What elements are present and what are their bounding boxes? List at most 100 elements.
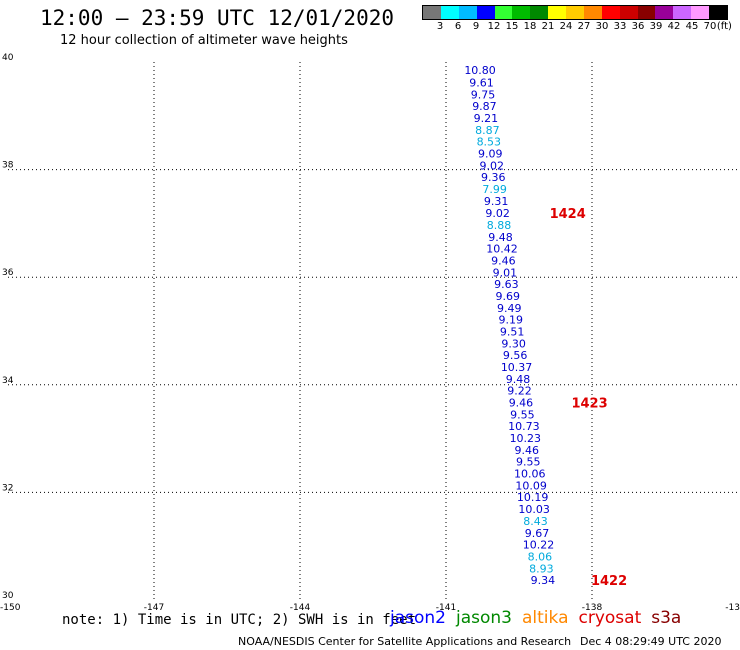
legend-item-altika: altika xyxy=(522,608,569,628)
latitude-tick-label: 30 xyxy=(2,591,14,601)
wave-height-value: 10.09 xyxy=(515,479,547,492)
wave-height-value: 9.02 xyxy=(485,207,510,220)
wave-height-value: 9.30 xyxy=(501,337,526,350)
latitude-tick-label: 32 xyxy=(2,483,13,493)
color-scale-label: 70 xyxy=(703,21,717,32)
generated-timestamp: Dec 4 08:29:49 UTC 2020 xyxy=(580,635,722,648)
wave-height-value: 9.55 xyxy=(510,408,535,421)
wave-height-value: 9.48 xyxy=(488,231,513,244)
longitude-tick-label: -144 xyxy=(290,603,311,610)
legend-item-cryosat: cryosat xyxy=(578,608,642,628)
color-swatch xyxy=(637,6,656,19)
latitude-tick-label: 38 xyxy=(2,161,14,171)
color-scale-label: 30 xyxy=(595,21,609,32)
wave-height-value: 8.53 xyxy=(477,136,502,149)
legend-item-s3a: s3a xyxy=(651,608,682,628)
wave-height-value: 9.46 xyxy=(491,255,516,268)
latitude-tick-label: 36 xyxy=(2,268,14,278)
footer-note: note: 1) Time is in UTC; 2) SWH is in fe… xyxy=(62,612,417,628)
wave-height-value: 9.56 xyxy=(503,349,528,362)
color-scale-label: 39 xyxy=(649,21,663,32)
color-swatch xyxy=(566,6,584,19)
wave-height-value: 9.34 xyxy=(531,574,556,587)
wave-height-value: 10.22 xyxy=(523,539,555,552)
credit-line: NOAA/NESDIS Center for Satellite Applica… xyxy=(238,635,572,648)
wave-height-value: 8.43 xyxy=(523,515,548,528)
color-scale-label: 12 xyxy=(487,21,501,32)
wave-height-value: 10.23 xyxy=(510,432,542,445)
color-swatch xyxy=(512,6,531,19)
wave-height-value: 8.87 xyxy=(475,124,500,137)
wave-height-value: 10.19 xyxy=(517,491,549,504)
longitude-tick-label: -138 xyxy=(582,603,603,610)
wave-height-value: 9.02 xyxy=(479,159,504,172)
wave-height-value: 9.75 xyxy=(471,88,496,101)
wave-height-value: 8.88 xyxy=(487,219,512,232)
longitude-tick-label: -141 xyxy=(436,603,456,610)
wave-height-value: 9.46 xyxy=(515,444,540,457)
wave-height-value: 9.55 xyxy=(516,456,541,469)
wave-height-value: 9.36 xyxy=(481,171,506,184)
color-swatch xyxy=(423,6,441,19)
longitude-tick-label: -13 xyxy=(725,603,740,610)
satellite-legend: jason2 jason3 altika cryosat s3a xyxy=(390,608,691,628)
legend-item-jason2: jason2 xyxy=(390,608,446,628)
color-scale-labels: 3 6 9 12 15 18 21 24 27 30 33 36 39 42 45 70 (ft) xyxy=(422,21,740,33)
color-scale-label: 18 xyxy=(523,21,537,32)
wave-height-value: 9.19 xyxy=(498,314,523,327)
color-scale-label: 6 xyxy=(454,21,462,32)
color-scale-label: 36 xyxy=(631,21,645,32)
wave-height-value: 9.21 xyxy=(474,112,499,125)
legend-item-jason3: jason3 xyxy=(456,608,512,628)
wave-height-map: 30 32 34 36 38 40 -150 -147 -144 -141 -138 -13 10.8… xyxy=(0,53,740,610)
color-scale-label: 9 xyxy=(472,21,480,32)
color-scale-label: (ft) xyxy=(716,21,732,32)
color-scale-label: 45 xyxy=(685,21,699,32)
longitude-tick-label: -147 xyxy=(144,603,164,610)
pass-time-label: 1423 xyxy=(571,397,607,412)
color-swatch xyxy=(583,6,602,19)
wave-height-value: 10.06 xyxy=(514,468,546,481)
axis-labels: 30 32 34 36 38 40 -150 -147 -144 -141 -138 -13 xyxy=(0,53,740,610)
color-swatch xyxy=(619,6,638,19)
color-scale-label: 27 xyxy=(577,21,591,32)
color-scale-label: 15 xyxy=(505,21,519,32)
wave-height-observations: 10.809.619.759.879.218.878.539.099.029.3… xyxy=(464,64,555,587)
wave-height-value: 9.67 xyxy=(525,527,550,540)
color-swatch xyxy=(440,6,459,19)
wave-height-value: 9.46 xyxy=(509,397,534,410)
wave-height-value: 9.49 xyxy=(497,302,522,315)
color-swatch xyxy=(548,6,566,19)
wave-height-value: 8.06 xyxy=(528,550,553,563)
color-swatch xyxy=(476,6,495,19)
wave-height-value: 7.99 xyxy=(482,183,507,196)
color-scale-label: 21 xyxy=(541,21,555,32)
map-subtitle: 12 hour collection of altimeter wave hei… xyxy=(60,33,348,48)
latitude-tick-label: 34 xyxy=(2,376,14,386)
wave-height-value: 10.80 xyxy=(464,64,496,77)
wave-height-value: 9.63 xyxy=(494,278,519,291)
color-scale-label: 24 xyxy=(559,21,573,32)
color-swatch xyxy=(709,6,727,19)
wave-height-value: 9.48 xyxy=(506,373,531,386)
color-swatch xyxy=(673,6,692,19)
longitude-tick-label: -150 xyxy=(0,603,21,610)
map-title: 12:00 — 23:59 UTC 12/01/2020 xyxy=(40,6,395,30)
map-grid xyxy=(8,62,738,600)
wave-height-value: 9.09 xyxy=(478,147,503,160)
wave-height-value: 8.93 xyxy=(529,562,554,575)
color-scale-label: 42 xyxy=(667,21,681,32)
wave-height-value: 9.61 xyxy=(469,76,494,89)
color-swatch xyxy=(691,6,709,19)
wave-height-value: 10.37 xyxy=(501,361,533,374)
pass-time-label: 1422 xyxy=(591,574,627,589)
latitude-tick-label: 40 xyxy=(2,53,14,63)
wave-height-value: 10.42 xyxy=(486,243,518,256)
wave-height-value: 9.22 xyxy=(507,385,532,398)
wave-height-value: 9.51 xyxy=(500,326,525,339)
color-scale-label: 3 xyxy=(436,21,444,32)
color-swatch xyxy=(601,6,620,19)
wave-height-value: 10.73 xyxy=(508,420,540,433)
color-swatch xyxy=(494,6,513,19)
wave-height-value: 9.01 xyxy=(493,266,518,279)
